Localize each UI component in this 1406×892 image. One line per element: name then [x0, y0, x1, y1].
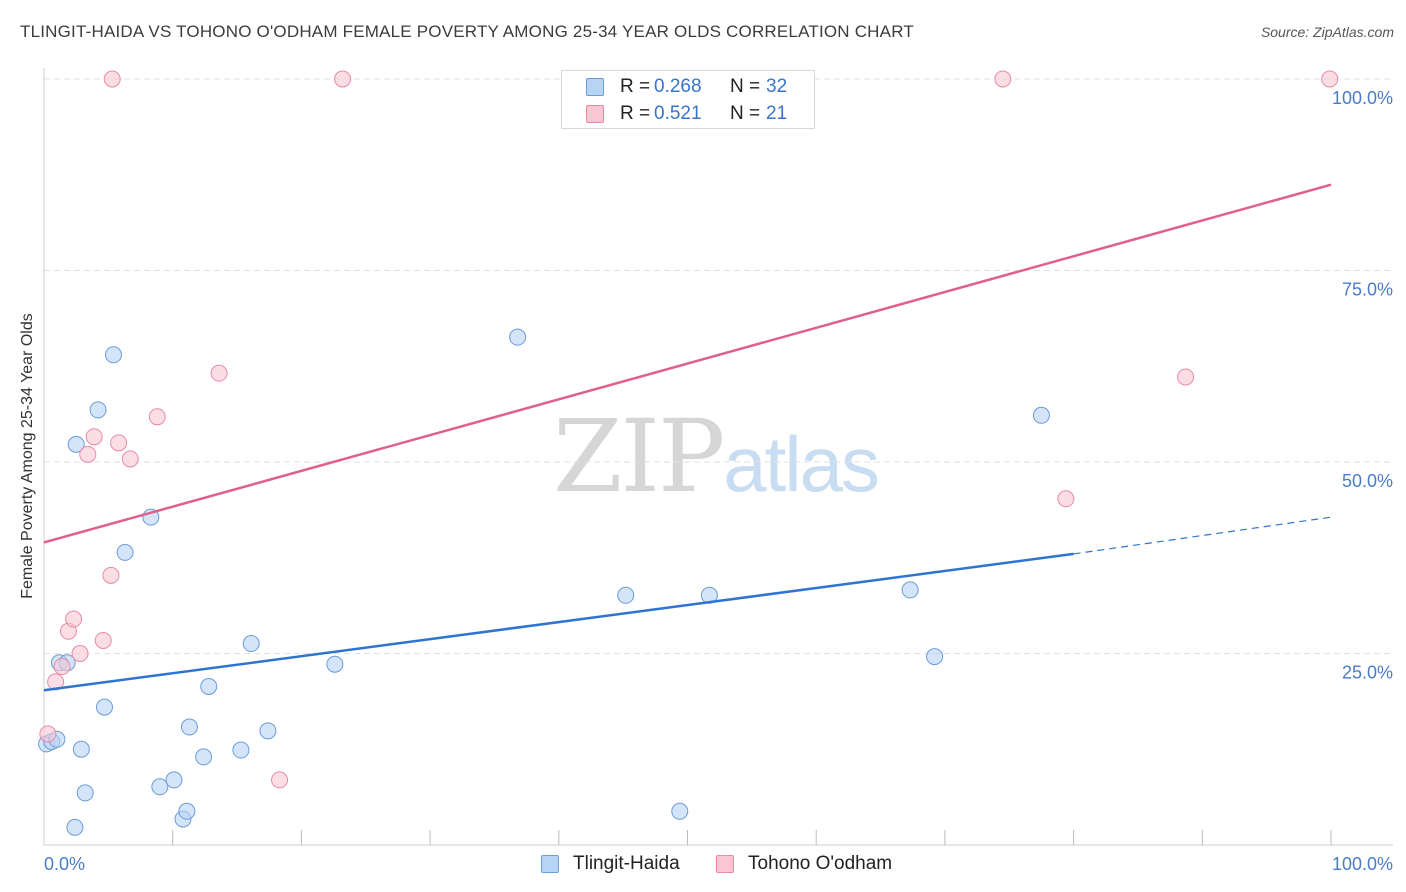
- point-tohono-o-odham: [210, 364, 228, 382]
- legend-n-value: 32: [766, 76, 788, 97]
- point-tlingit-haida: [232, 741, 250, 759]
- x-tick-label: 0.0%: [44, 854, 85, 874]
- trendline-tohono-o-odham: [43, 183, 1332, 544]
- y-tick-label: 50.0%: [1342, 471, 1393, 491]
- point-tohono-o-odham: [1321, 70, 1339, 88]
- point-tohono-o-odham: [103, 70, 121, 88]
- series-legend-label: Tohono O'odham: [748, 853, 893, 874]
- point-tohono-o-odham: [994, 70, 1012, 88]
- point-tlingit-haida: [617, 586, 635, 604]
- point-tohono-o-odham: [53, 658, 71, 676]
- y-tick-label: 25.0%: [1342, 663, 1393, 683]
- point-tlingit-haida: [178, 802, 196, 820]
- legend-r-value: 0.521: [654, 103, 702, 124]
- point-tlingit-haida: [242, 635, 260, 653]
- point-tlingit-haida: [95, 698, 113, 716]
- trendline-extension-tlingit-haida: [1073, 516, 1332, 555]
- point-tlingit-haida: [89, 401, 107, 419]
- point-tohono-o-odham: [65, 610, 83, 628]
- legend-r-label: R =: [620, 103, 651, 124]
- point-tlingit-haida: [901, 581, 919, 599]
- chart-title: TLINGIT-HAIDA VS TOHONO O'ODHAM FEMALE P…: [20, 22, 914, 41]
- point-tohono-o-odham: [71, 645, 89, 662]
- y-tick-label: 100.0%: [1332, 88, 1393, 108]
- legend-n-value: 21: [766, 103, 788, 124]
- trendline-tlingit-haida: [43, 552, 1074, 692]
- point-tlingit-haida: [259, 722, 277, 740]
- point-tohono-o-odham: [1177, 368, 1195, 386]
- point-tohono-o-odham: [148, 408, 166, 426]
- point-tlingit-haida: [104, 346, 122, 364]
- point-tlingit-haida: [72, 740, 90, 758]
- legend-n-label: N =: [730, 103, 761, 124]
- point-tohono-o-odham: [121, 450, 139, 468]
- point-tlingit-haida: [67, 435, 85, 453]
- point-tlingit-haida: [195, 748, 213, 766]
- legend-n-label: N =: [730, 76, 761, 97]
- point-tlingit-haida: [200, 677, 218, 695]
- stats-legend: R = 0.268 N = 32 R = 0.521 N = 21: [561, 70, 815, 129]
- legend-swatch-blue: [586, 78, 604, 96]
- legend-swatch-pink: [586, 105, 604, 123]
- point-tlingit-haida: [165, 771, 183, 789]
- series-legend-label: Tlingit-Haida: [573, 853, 680, 874]
- point-tohono-o-odham: [271, 771, 289, 789]
- point-tlingit-haida: [509, 328, 527, 346]
- point-tlingit-haida: [671, 802, 689, 820]
- source-credit: Source: ZipAtlas.com: [1260, 24, 1394, 40]
- watermark: ZIPatlas: [553, 398, 880, 515]
- series-swatch-blue: [541, 855, 559, 873]
- point-tlingit-haida: [151, 778, 169, 796]
- point-tohono-o-odham: [39, 725, 57, 743]
- point-tohono-o-odham: [85, 428, 103, 446]
- point-tohono-o-odham: [1057, 490, 1075, 508]
- point-tlingit-haida: [1032, 406, 1050, 424]
- y-tick-label: 75.0%: [1342, 280, 1393, 300]
- point-tlingit-haida: [66, 818, 84, 836]
- point-tohono-o-odham: [102, 566, 120, 584]
- legend-r-label: R =: [620, 76, 651, 97]
- legend-r-value: 0.268: [654, 76, 702, 97]
- point-tlingit-haida: [180, 718, 198, 736]
- watermark-zip: ZIP: [553, 398, 725, 515]
- point-tlingit-haida: [926, 648, 944, 666]
- point-tohono-o-odham: [110, 434, 128, 452]
- point-tohono-o-odham: [79, 445, 97, 463]
- point-tlingit-haida: [76, 784, 94, 802]
- point-tlingit-haida: [116, 543, 134, 561]
- point-tohono-o-odham: [94, 631, 112, 649]
- series-legend: Tlingit-Haida Tohono O'odham: [0, 852, 1406, 876]
- watermark-atlas: atlas: [723, 420, 880, 508]
- point-tohono-o-odham: [334, 70, 352, 88]
- x-tick-label: 100.0%: [1332, 854, 1393, 874]
- series-swatch-pink: [716, 855, 734, 873]
- point-tlingit-haida: [326, 655, 344, 673]
